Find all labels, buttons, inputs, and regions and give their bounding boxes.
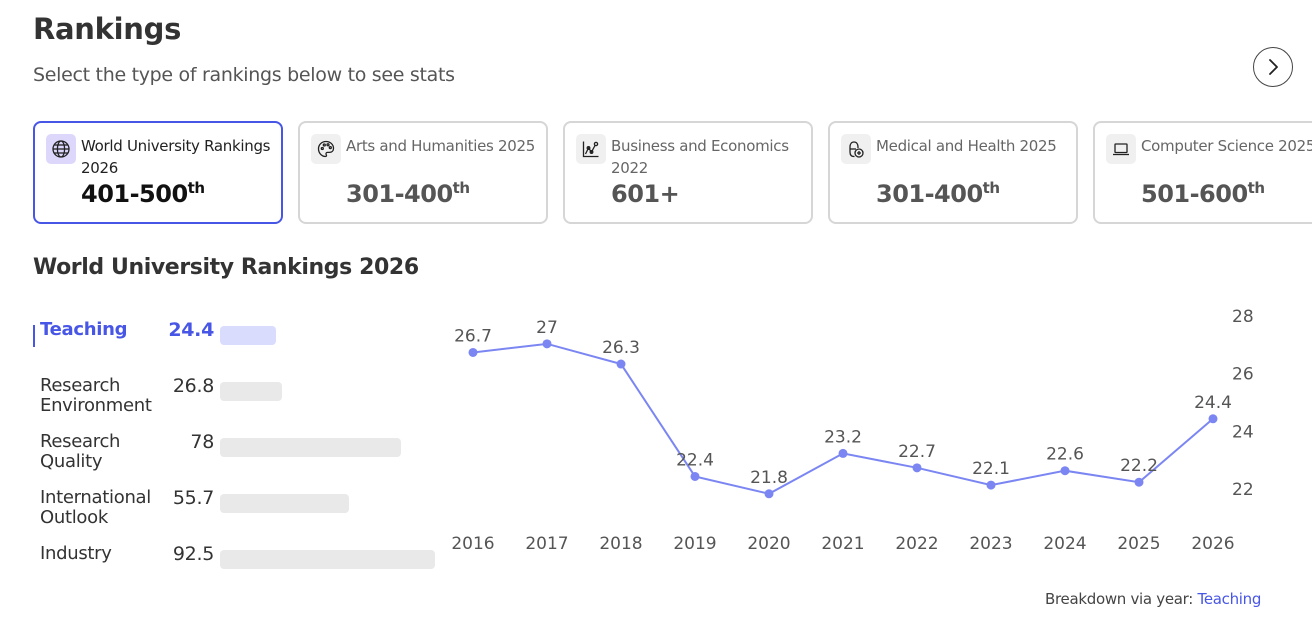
- x-tick-label: 2026: [1191, 534, 1234, 554]
- breakdown-link[interactable]: Teaching: [1197, 590, 1262, 608]
- pillar-label: Industry: [40, 543, 112, 564]
- card-title: Arts and Humanities 2025: [346, 137, 535, 155]
- card-title: Computer Science 2025: [1141, 137, 1312, 155]
- card-rank: 301-400th: [346, 179, 470, 208]
- pillar-international-outlook[interactable]: International Outlook 55.7: [33, 486, 438, 530]
- data-label: 23.2: [824, 427, 862, 447]
- pillar-value: 55.7: [172, 487, 214, 509]
- card-icon-box: [841, 134, 871, 164]
- data-label: 22.7: [898, 442, 936, 462]
- data-point[interactable]: [764, 489, 774, 499]
- data-label: 22.6: [1046, 445, 1084, 465]
- y-tick-label: 22: [1232, 480, 1254, 500]
- pillar-label: Research Environment: [40, 375, 152, 416]
- x-tick-label: 2024: [1043, 534, 1086, 554]
- y-tick-label: 24: [1232, 422, 1254, 442]
- breakdown-prefix: Breakdown via year:: [1045, 590, 1194, 608]
- pill-icon: [849, 141, 864, 158]
- globe-icon: [52, 140, 70, 158]
- card-title: World University Rankings 2026: [81, 137, 271, 177]
- pillar-research-quality[interactable]: Research Quality 78: [33, 430, 438, 474]
- pillar-bar: [220, 382, 282, 401]
- x-tick-label: 2021: [821, 534, 864, 554]
- data-point[interactable]: [542, 339, 552, 349]
- pillar-bar: [220, 326, 276, 345]
- page-subtitle: Select the type of rankings below to see…: [33, 64, 455, 86]
- pillar-value: 78: [190, 431, 214, 453]
- pillar-research-environment[interactable]: Research Environment 26.8: [33, 374, 438, 418]
- pillar-value: 26.8: [172, 375, 214, 397]
- card-title: Medical and Health 2025: [876, 137, 1057, 155]
- chevron-right-icon: [1269, 59, 1278, 75]
- card-icon-box: [311, 134, 341, 164]
- active-marker: [33, 325, 35, 347]
- card-medical-and-health[interactable]: Medical and Health 2025 301-400th: [828, 121, 1078, 224]
- pillar-bar: [220, 494, 349, 513]
- page-title: Rankings: [33, 12, 182, 46]
- data-point[interactable]: [468, 347, 478, 357]
- palette-icon: [317, 140, 335, 158]
- data-point[interactable]: [1060, 466, 1070, 476]
- data-point[interactable]: [912, 463, 922, 473]
- card-icon-box: [46, 134, 76, 164]
- card-rank: 501-600th: [1141, 179, 1265, 208]
- data-label: 22.1: [972, 459, 1010, 479]
- data-point[interactable]: [986, 480, 996, 490]
- card-icon-box: [1106, 134, 1136, 164]
- data-label: 22.2: [1120, 456, 1158, 476]
- pillar-label: Teaching: [40, 319, 128, 340]
- pillar-label: International Outlook: [40, 487, 151, 528]
- data-label: 24.4: [1194, 393, 1232, 413]
- teaching-line-chart: 22 24 26 28 26.7 2016 27 2017 26.3 2018 22.4 2019 21…: [440, 300, 1312, 570]
- x-tick-label: 2023: [969, 534, 1012, 554]
- card-world-university-rankings[interactable]: World University Rankings 2026 401-500th: [33, 121, 283, 224]
- data-label: 27: [536, 318, 558, 338]
- laptop-icon: [1113, 143, 1129, 156]
- card-rank: 401-500th: [81, 179, 205, 208]
- data-label: 26.3: [602, 338, 640, 358]
- card-rank: 301-400th: [876, 179, 1000, 208]
- line-chart-icon: [582, 141, 599, 158]
- card-title: Business and Economics 2022: [611, 137, 789, 177]
- pillar-bar: [220, 438, 401, 457]
- x-tick-label: 2025: [1117, 534, 1160, 554]
- ranking-cards: World University Rankings 2026 401-500th…: [33, 121, 1312, 224]
- y-tick-label: 26: [1232, 365, 1254, 385]
- y-tick-label: 28: [1232, 307, 1254, 327]
- section-title: World University Rankings 2026: [33, 255, 419, 280]
- pillar-bar: [220, 550, 435, 569]
- data-point[interactable]: [838, 448, 848, 458]
- pillar-teaching[interactable]: Teaching 24.4: [33, 318, 438, 362]
- card-computer-science[interactable]: Computer Science 2025 501-600th: [1093, 121, 1312, 224]
- card-arts-and-humanities[interactable]: Arts and Humanities 2025 301-400th: [298, 121, 548, 224]
- data-point[interactable]: [1208, 414, 1218, 424]
- data-label: 22.4: [676, 450, 714, 470]
- data-label: 26.7: [454, 326, 492, 346]
- pillar-value: 24.4: [168, 319, 214, 341]
- data-point[interactable]: [616, 359, 626, 369]
- card-business-and-economics[interactable]: Business and Economics 2022 601+: [563, 121, 813, 224]
- card-rank: 601+: [611, 180, 680, 208]
- data-point[interactable]: [1134, 477, 1144, 487]
- pillar-value: 92.5: [172, 543, 214, 565]
- breakdown-caption: Breakdown via year: Teaching: [1045, 590, 1261, 608]
- data-point[interactable]: [690, 471, 700, 481]
- next-button[interactable]: [1253, 47, 1293, 87]
- x-tick-label: 2017: [525, 534, 568, 554]
- series-line: [472, 342, 1214, 495]
- x-tick-label: 2016: [451, 534, 494, 554]
- x-tick-label: 2018: [599, 534, 642, 554]
- data-label: 21.8: [750, 468, 788, 488]
- pillar-industry[interactable]: Industry 92.5: [33, 542, 438, 586]
- pillar-label: Research Quality: [40, 431, 121, 472]
- x-tick-label: 2019: [673, 534, 716, 554]
- card-icon-box: [576, 134, 606, 164]
- x-tick-label: 2022: [895, 534, 938, 554]
- x-tick-label: 2020: [747, 534, 790, 554]
